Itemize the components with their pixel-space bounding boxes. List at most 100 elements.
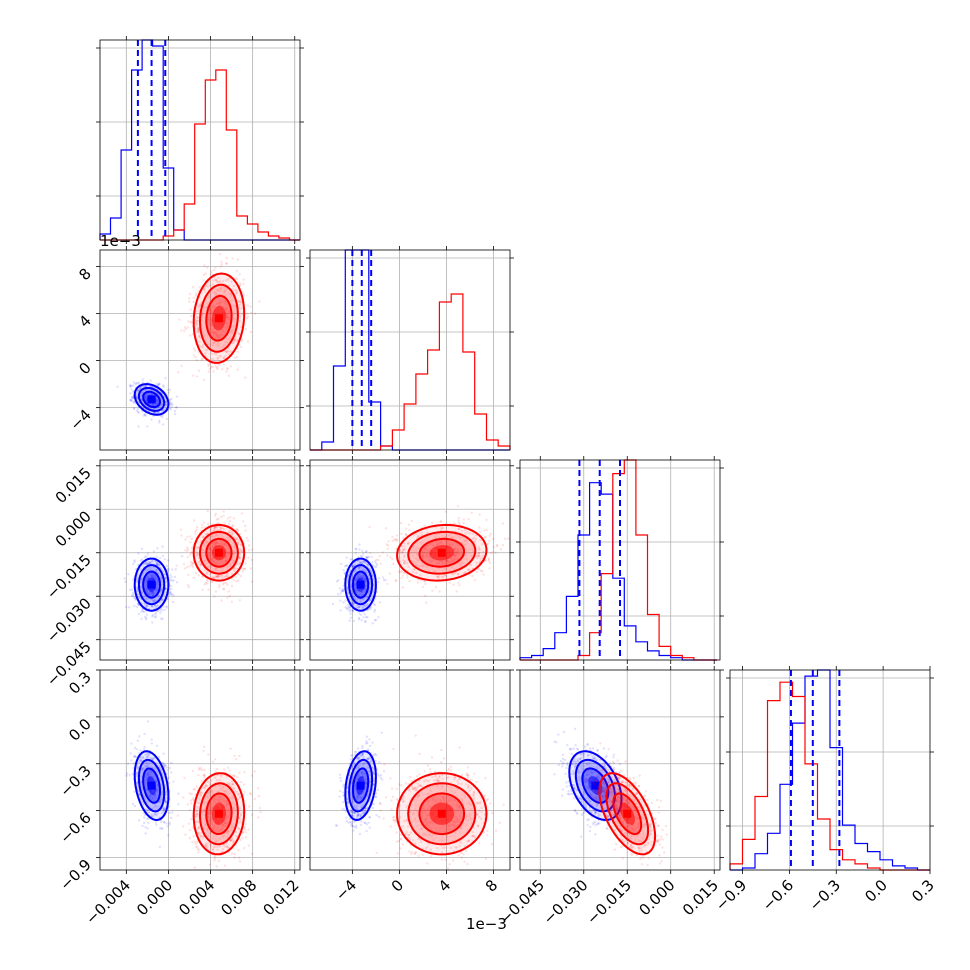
blue-sample-point <box>141 390 145 394</box>
red-sample-point <box>246 539 250 542</box>
blue-sample-point <box>154 402 157 406</box>
blue-sample-point <box>132 407 136 410</box>
red-sample-point <box>192 296 195 299</box>
blue-sample-point <box>144 394 148 397</box>
red-sample-point <box>462 518 466 521</box>
blue-sample-point <box>140 399 144 402</box>
blue-sample-point <box>141 610 145 613</box>
blue-sample-point <box>358 548 361 551</box>
blue-sample-point <box>349 616 353 619</box>
red-sample-point <box>186 555 190 559</box>
red-sample-point <box>233 356 237 359</box>
red-sample-point <box>431 589 434 592</box>
red-sample-point <box>231 524 234 528</box>
red-sample-point <box>193 519 196 522</box>
blue-sample-point <box>175 406 178 409</box>
blue-sample-point <box>157 382 161 386</box>
blue-sample-point <box>174 568 177 571</box>
blue-sample-point <box>160 403 164 406</box>
blue-sample-point <box>128 385 132 388</box>
red-sample-point <box>235 269 239 273</box>
blue-sample-point <box>156 400 160 403</box>
red-sample-point <box>177 371 180 374</box>
blue-sample-point <box>130 388 133 391</box>
red-sample-point <box>456 504 460 508</box>
blue-sample-point <box>145 616 148 619</box>
blue-sample-point <box>344 599 347 602</box>
blue-sample-point <box>161 423 165 426</box>
red-sample-point <box>211 580 214 584</box>
blue-sample-point <box>137 552 140 555</box>
red-sample-point <box>482 529 486 532</box>
blue-sample-point <box>339 587 342 590</box>
red-sample-point <box>192 300 195 304</box>
red-sample-point <box>487 556 490 560</box>
red-sample-point <box>236 368 239 371</box>
blue-peak-bin <box>356 580 365 589</box>
red-sample-point <box>236 350 239 354</box>
blue-sample-point <box>149 392 153 396</box>
red-sample-point <box>197 369 200 372</box>
red-sample-point <box>187 573 190 577</box>
blue-sample-point <box>131 591 134 595</box>
blue-sample-point <box>146 552 150 555</box>
blue-sample-point <box>169 573 172 577</box>
red-sample-point <box>179 528 183 531</box>
red-sample-point <box>221 368 224 371</box>
blue-sample-point <box>156 401 159 405</box>
blue-sample-point <box>135 396 139 399</box>
blue-sample-point <box>155 402 158 405</box>
red-sample-point <box>407 523 411 526</box>
red-sample-point <box>254 312 257 315</box>
red-sample-point <box>246 304 250 307</box>
blue-sample-point <box>144 398 148 402</box>
red-sample-point <box>203 378 206 381</box>
blue-sample-point <box>129 385 132 388</box>
blue-sample-point <box>140 394 143 397</box>
blue-sample-point <box>349 612 352 615</box>
red-sample-point <box>195 375 199 378</box>
panel-background <box>100 670 300 870</box>
red-sample-point <box>250 548 254 551</box>
blue-sample-point <box>144 396 147 399</box>
blue-sample-point <box>174 406 178 409</box>
blue-sample-point <box>141 385 145 389</box>
blue-sample-point <box>150 392 153 396</box>
blue-sample-point <box>148 393 151 396</box>
blue-sample-point <box>154 407 158 410</box>
blue-sample-point <box>163 608 166 612</box>
blue-sample-point <box>133 560 136 563</box>
red-sample-point <box>218 252 222 256</box>
blue-sample-point <box>144 413 147 416</box>
red-sample-point <box>226 596 229 599</box>
blue-sample-point <box>344 606 347 609</box>
blue-sample-point <box>373 608 377 612</box>
red-sample-point <box>206 582 209 585</box>
blue-sample-point <box>155 555 158 558</box>
red-sample-point <box>223 522 226 525</box>
blue-sample-point <box>169 408 172 411</box>
red-sample-point <box>207 364 210 368</box>
blue-sample-point <box>173 409 177 413</box>
blue-sample-point <box>162 385 166 388</box>
blue-sample-point <box>132 407 136 410</box>
blue-sample-point <box>371 561 374 564</box>
red-sample-point <box>402 536 405 540</box>
red-sample-point <box>239 574 242 578</box>
blue-sample-point <box>173 412 177 416</box>
blue-sample-point <box>169 398 172 402</box>
blue-sample-point <box>167 391 170 394</box>
blue-sample-point <box>140 399 144 402</box>
blue-sample-point <box>151 407 154 410</box>
red-sample-point <box>230 600 234 603</box>
red-sample-point <box>238 273 241 276</box>
red-sample-point <box>212 370 215 373</box>
blue-sample-point <box>339 592 342 595</box>
blue-sample-point <box>140 397 143 400</box>
blue-sample-point <box>139 387 142 390</box>
red-sample-point <box>227 374 231 377</box>
red-sample-point <box>237 579 240 582</box>
red-sample-point <box>227 590 230 593</box>
red-sample-point <box>230 584 234 588</box>
